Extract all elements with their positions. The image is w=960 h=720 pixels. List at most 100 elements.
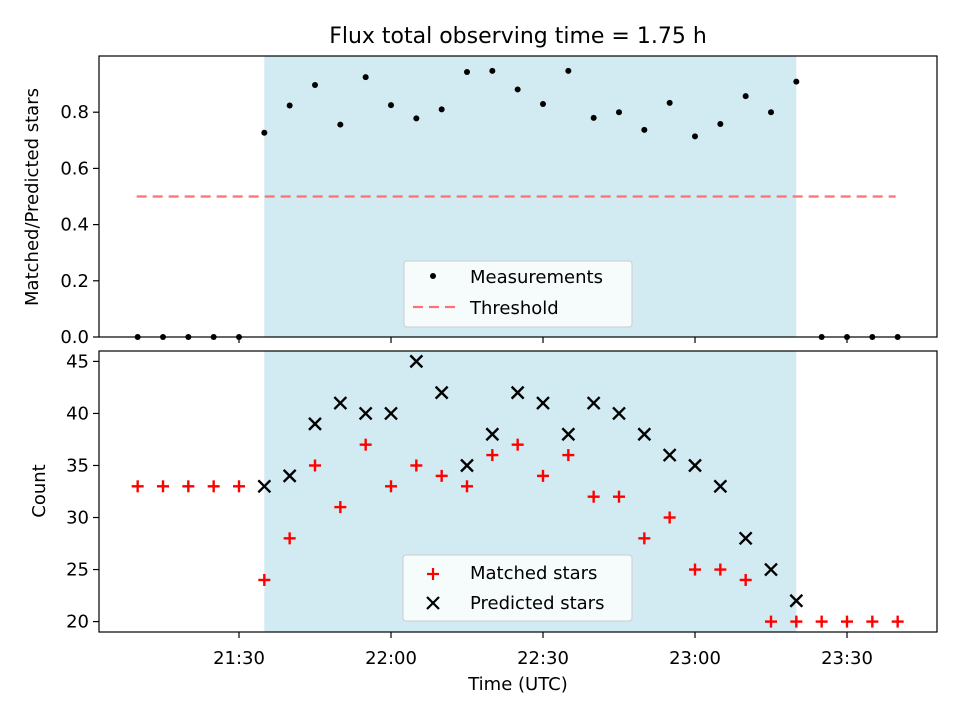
measurement-point	[768, 109, 774, 116]
y-tick-label: 40	[66, 403, 89, 424]
matched-star-point	[309, 459, 321, 472]
predicted-star-point	[738, 531, 753, 546]
y-tick-label: 25	[66, 560, 89, 581]
bottom-panel: 20 25 30 35 40 45 21:30 22:00 22:30 23:00 23:30 C…	[29, 350, 938, 695]
measurement-point	[388, 102, 394, 109]
measurement-point	[489, 67, 496, 74]
measurement-point	[565, 67, 572, 74]
predicted-star-point	[586, 396, 601, 410]
measurement-point	[641, 126, 648, 133]
top-y-axis-label: Matched/Predicted stars	[22, 88, 43, 306]
matched-star-point	[663, 511, 676, 524]
measurement-point	[286, 102, 293, 109]
legend-measurements-marker	[430, 273, 436, 279]
measurement-point	[312, 81, 318, 88]
predicted-star-point	[257, 479, 272, 494]
measurement-points	[134, 67, 901, 340]
legend-matched-label: Matched stars	[470, 563, 597, 584]
measurement-point	[362, 74, 369, 81]
matched-star-point	[689, 563, 701, 576]
matched-star-point	[435, 469, 448, 482]
predicted-star-point	[460, 458, 474, 473]
predicted-star-point	[688, 458, 702, 473]
matched-star-point	[334, 501, 347, 514]
x-tick-label: 22:00	[365, 648, 417, 669]
predicted-star-point	[637, 427, 652, 442]
matched-star-point	[157, 480, 169, 493]
matched-star-point	[410, 459, 423, 472]
matched-star-point	[207, 480, 220, 493]
matched-star-point	[258, 573, 271, 586]
x-tick-label: 22:30	[517, 648, 569, 669]
bottom-legend: Matched stars Predicted stars	[402, 554, 633, 622]
measurement-point	[717, 121, 724, 128]
predicted-star-point	[612, 406, 626, 421]
matched-star-point	[131, 480, 144, 493]
measurement-point	[337, 121, 344, 128]
matched-star-point	[385, 480, 397, 493]
x-tick-label: 23:00	[669, 648, 721, 669]
matched-star-point	[182, 480, 195, 493]
legend-measurements-label: Measurements	[470, 267, 603, 288]
y-tick-label: 0.8	[60, 102, 89, 123]
bottom-y-axis-label: Count	[29, 464, 50, 517]
predicted-star-point	[434, 385, 449, 400]
y-tick-label: 0.4	[60, 215, 89, 236]
y-tick-label: 20	[66, 612, 89, 633]
predicted-star-point	[764, 562, 778, 577]
bottom-y-ticks: 20 25 30 35 40 45	[66, 351, 99, 633]
predicted-star-point	[358, 406, 373, 421]
matched-star-point	[638, 532, 651, 545]
x-axis-label: Time (UTC)	[467, 674, 568, 695]
predicted-star-point	[510, 385, 525, 400]
x-tick-label: 23:30	[821, 648, 873, 669]
top-panel: 0.00.20.40.60.8 Matched/Predicted stars …	[22, 55, 938, 348]
measurement-point	[590, 114, 597, 121]
matched-star-point	[866, 615, 879, 628]
measurement-point	[616, 109, 622, 116]
top-y-ticks: 0.0 0.2 0.4 0.6 0.8	[60, 102, 99, 348]
measurement-point	[514, 86, 521, 93]
top-legend: Measurements Threshold	[403, 260, 633, 328]
legend-threshold-label: Threshold	[469, 298, 559, 319]
predicted-star-point	[713, 479, 728, 494]
predicted-star-point	[789, 593, 804, 608]
predicted-star-point	[485, 427, 500, 442]
matched-star-point	[891, 615, 904, 628]
matched-star-point	[486, 449, 499, 462]
measurement-point	[464, 69, 470, 76]
matched-star-point	[765, 615, 777, 628]
y-tick-label: 0.6	[60, 158, 89, 179]
matched-star-point	[511, 438, 524, 451]
top-legend-box	[403, 260, 633, 328]
bottom-legend-box	[402, 554, 633, 622]
legend-predicted-marker	[426, 596, 440, 610]
measurement-point	[793, 78, 800, 85]
predicted-star-point	[384, 406, 398, 421]
measurement-point	[742, 93, 749, 100]
matched-star-point	[790, 615, 803, 628]
x-tick-label: 21:30	[213, 648, 265, 669]
y-tick-label: 0.2	[60, 271, 89, 292]
matched-star-point	[562, 449, 575, 462]
predicted-star-point	[409, 354, 424, 369]
y-tick-label: 0.0	[60, 327, 89, 348]
measurement-point	[666, 99, 673, 106]
predicted-star-point	[333, 396, 348, 410]
measurement-point	[413, 115, 420, 122]
top-axes-frame	[98, 55, 938, 338]
matched-star-point	[739, 573, 752, 586]
matched-star-point	[461, 480, 473, 493]
measurement-point	[261, 129, 268, 136]
measurement-point	[540, 101, 546, 108]
matched-star-point	[537, 469, 549, 482]
bottom-x-ticks: 21:30 22:00 22:30 23:00 23:30	[213, 632, 873, 669]
matched-star-point	[233, 480, 245, 493]
matched-star-point	[815, 615, 828, 628]
predicted-star-point	[662, 448, 677, 462]
matched-star-point	[359, 438, 372, 451]
measurement-point	[692, 133, 698, 140]
matched-star-point	[841, 615, 853, 628]
matched-star-point	[613, 490, 625, 503]
